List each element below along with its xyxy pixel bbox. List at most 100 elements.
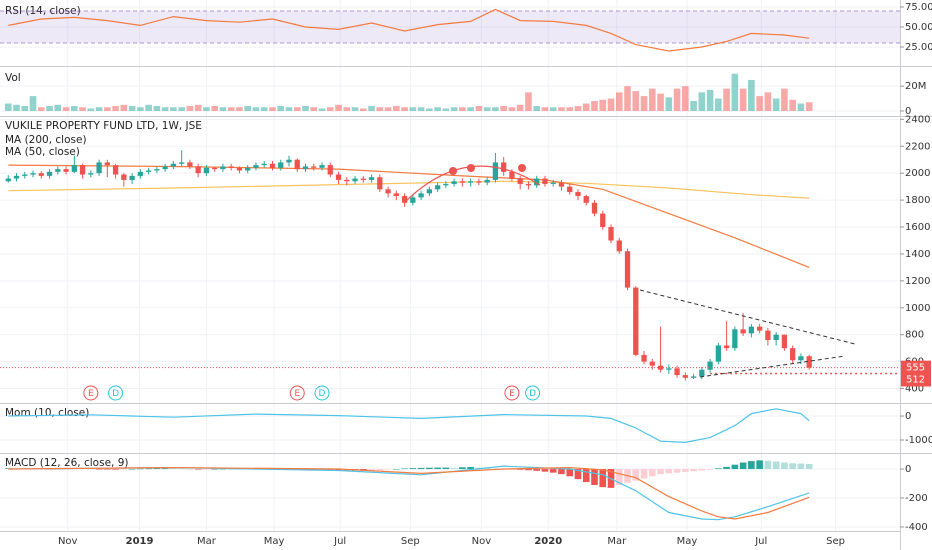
x-tick-label: Mar xyxy=(607,536,627,547)
grid xyxy=(0,0,900,531)
histogram-bar xyxy=(739,462,747,470)
volume-bar xyxy=(137,107,144,111)
candle-body xyxy=(352,178,358,182)
candle-body xyxy=(418,193,424,198)
histogram-bar xyxy=(682,469,689,472)
candle-body xyxy=(311,166,317,168)
histogram-bar xyxy=(401,468,408,470)
volume-bar xyxy=(764,92,772,111)
volume-bar xyxy=(673,88,681,111)
histogram-bar xyxy=(203,469,210,470)
volume-bar xyxy=(657,93,664,111)
histogram-bar xyxy=(128,469,136,470)
histogram-bar xyxy=(764,460,772,470)
candle-body xyxy=(393,193,399,197)
candle-body xyxy=(286,159,292,163)
histogram-bar xyxy=(442,467,450,470)
volume-bar xyxy=(302,106,309,111)
drawings xyxy=(404,164,856,378)
volume-bar xyxy=(211,106,218,111)
x-tick-label: Jul xyxy=(754,536,767,547)
volume-bar xyxy=(525,92,532,111)
histogram-bar xyxy=(781,462,788,470)
candle-body xyxy=(129,175,135,180)
legend-label: MA (200, close) xyxy=(5,134,87,146)
histogram-bar xyxy=(541,469,549,472)
candle-body xyxy=(46,171,53,176)
histogram-bar xyxy=(145,468,152,470)
candle-body xyxy=(5,178,11,182)
candle-body xyxy=(608,227,614,241)
event-label: E xyxy=(509,389,515,399)
event-label: D xyxy=(112,389,119,399)
candle-body xyxy=(344,179,350,182)
event-marker xyxy=(504,385,520,401)
volume-bar xyxy=(574,106,582,111)
candle-body xyxy=(690,376,697,378)
volume-bar xyxy=(13,104,20,111)
candle-body xyxy=(575,192,581,197)
event-marker xyxy=(314,385,330,401)
volume-bar xyxy=(326,107,334,111)
x-tick-label: Nov xyxy=(58,536,78,547)
histogram-bar xyxy=(46,469,53,470)
candle-body xyxy=(55,169,61,172)
y-tick-label: 50.00 xyxy=(905,22,932,33)
y-tick-label: -200 xyxy=(905,493,928,504)
event-label: D xyxy=(529,389,536,399)
candle-body xyxy=(212,167,218,170)
histogram-bar xyxy=(665,469,673,474)
volume-bar xyxy=(260,107,268,111)
histogram-bar xyxy=(393,469,400,470)
y-tick-label: 25.00 xyxy=(905,42,932,53)
candle-body xyxy=(253,165,259,168)
volume-bar xyxy=(236,107,243,111)
histogram-bar xyxy=(178,468,185,470)
volume-bar xyxy=(698,92,706,111)
y-tick-label: 20M xyxy=(905,81,926,92)
volume-bar xyxy=(219,107,227,111)
candle-body xyxy=(558,182,565,187)
volume-bar xyxy=(376,107,384,111)
arc-point xyxy=(449,167,457,175)
volume-bar xyxy=(599,99,607,111)
histogram-bar xyxy=(690,469,697,472)
volume-bar xyxy=(715,98,722,111)
candle-body xyxy=(302,166,309,170)
histogram-bar xyxy=(805,463,813,470)
volume-bar xyxy=(46,106,53,111)
volume-bar xyxy=(128,106,136,111)
y-tick-label: 2400 xyxy=(905,114,930,125)
pane-title: MACD (12, 26, close, 9) xyxy=(5,457,128,469)
y-tick-label: -1000 xyxy=(905,435,932,446)
x-tick-label: 2020 xyxy=(534,536,562,547)
volume-bar xyxy=(648,88,656,111)
candle-body xyxy=(327,165,333,175)
y-tick-label: 1800 xyxy=(905,195,930,206)
x-tick-label: Sep xyxy=(826,536,845,547)
candle-body xyxy=(633,287,639,355)
arc-point xyxy=(518,164,526,172)
histogram-bar xyxy=(368,469,375,471)
histogram-bar xyxy=(615,469,623,485)
volume-bar xyxy=(549,107,557,111)
volume-bar xyxy=(104,107,111,111)
candle-body xyxy=(476,181,482,183)
candle-body xyxy=(269,163,276,168)
candle-body xyxy=(187,162,193,167)
legend-label: MA (50, close) xyxy=(5,146,80,158)
histogram-bar xyxy=(640,469,648,479)
y-tick-label: 1200 xyxy=(905,276,930,287)
event-label: D xyxy=(319,389,326,399)
volume-bar xyxy=(500,106,507,111)
candle-body xyxy=(542,178,548,184)
candle-body xyxy=(410,197,416,203)
price-tag xyxy=(901,372,931,387)
candle-body xyxy=(137,171,144,176)
event-marker xyxy=(525,385,541,401)
histogram-bar xyxy=(756,460,763,470)
y-tick-label: 1400 xyxy=(905,249,930,260)
volume-bar xyxy=(409,107,417,111)
candle-body xyxy=(765,330,771,341)
